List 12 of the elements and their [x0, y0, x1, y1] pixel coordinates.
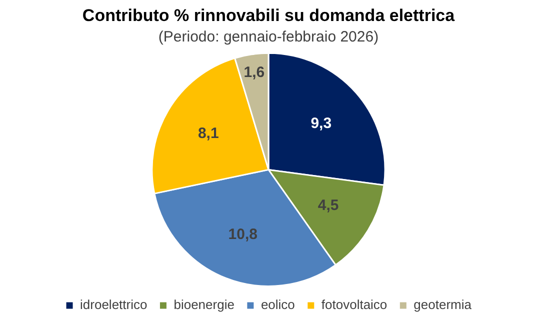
legend-label: bioenergie — [174, 297, 234, 312]
chart-title: Contributo % rinnovabili su domanda elettrica — [82, 6, 456, 25]
data-label: 8,1 — [198, 125, 219, 142]
legend-label: idroelettrico — [80, 297, 148, 312]
legend-label: eolico — [260, 297, 295, 312]
legend-label: geotermia — [414, 297, 472, 312]
data-label: 9,3 — [310, 114, 332, 132]
legend-label: fotovoltaico — [321, 297, 388, 312]
data-label: 1,6 — [244, 64, 265, 81]
data-label: 4,5 — [318, 197, 339, 214]
data-label: 10,8 — [228, 226, 258, 243]
chart-subtitle: (Periodo: gennaio-febbraio 2026) — [158, 28, 379, 46]
